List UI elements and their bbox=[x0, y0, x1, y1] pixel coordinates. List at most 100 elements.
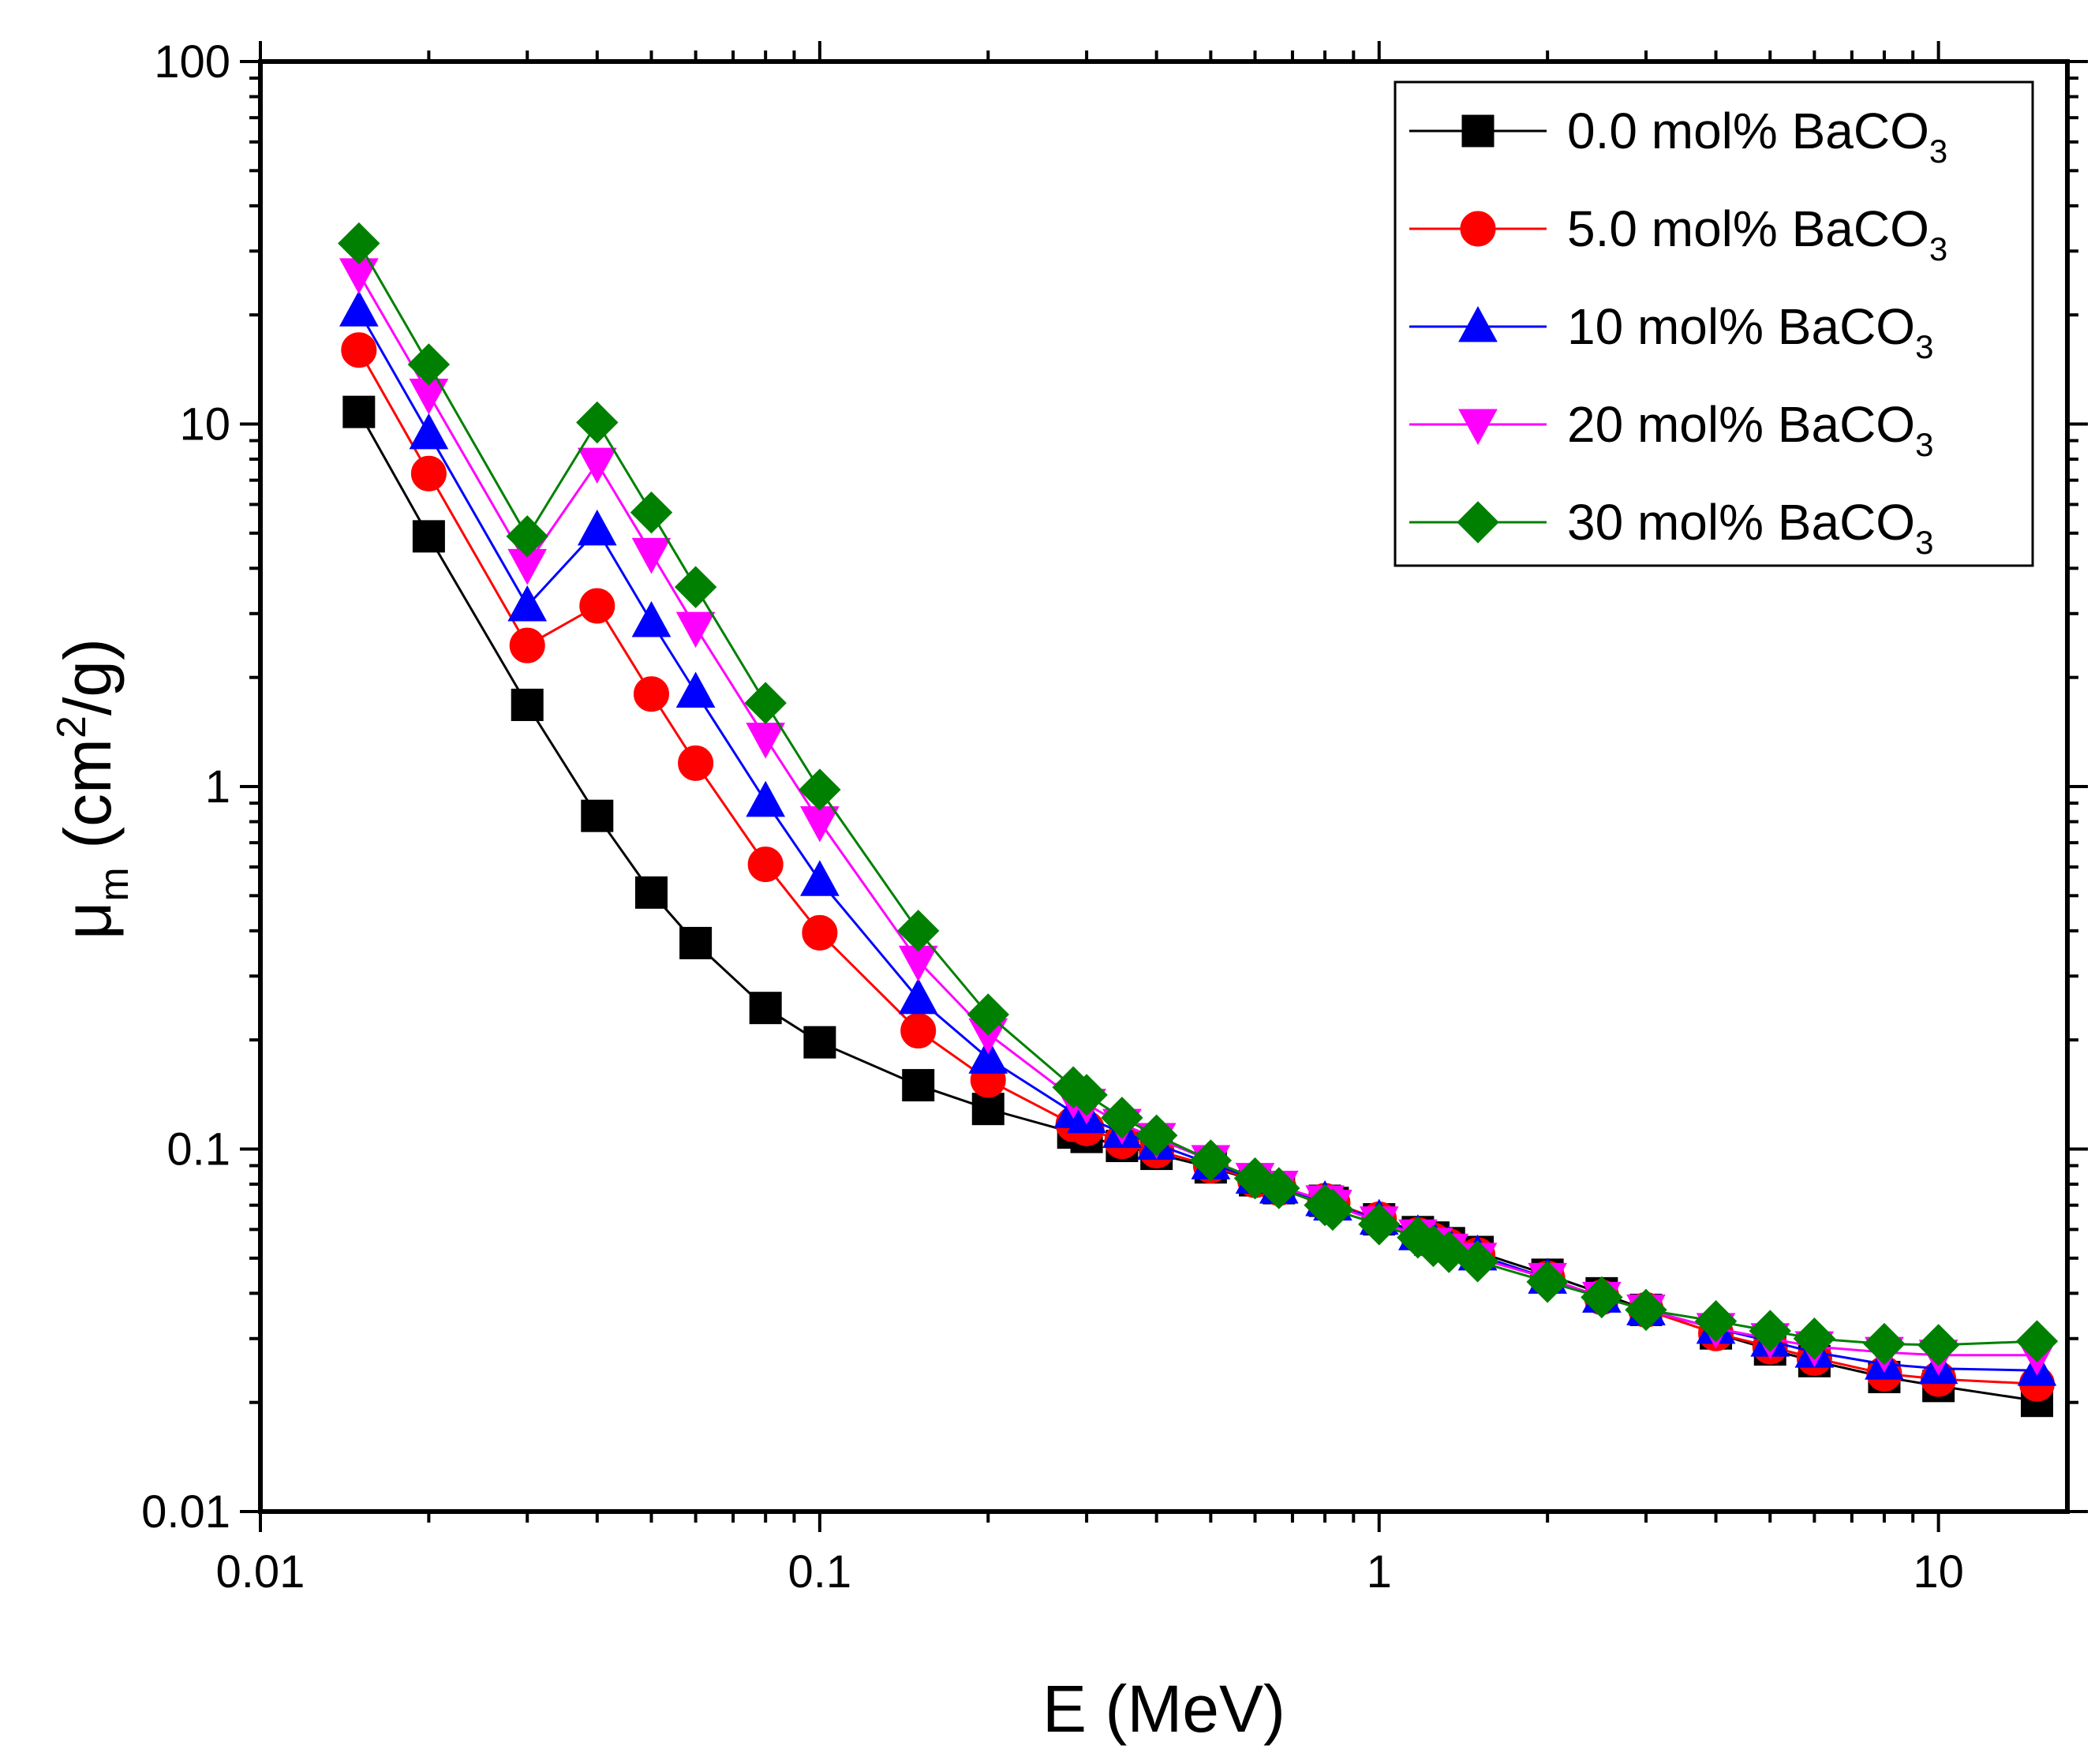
data-point bbox=[341, 332, 377, 368]
data-point bbox=[1311, 1188, 1354, 1231]
y-tick-label: 0.01 bbox=[141, 1486, 230, 1538]
y-tick-label: 0.1 bbox=[166, 1124, 230, 1175]
data-point bbox=[897, 910, 940, 952]
legend-marker bbox=[1458, 409, 1498, 446]
legend-label: 5.0 mol% BaCO3 bbox=[1567, 200, 1947, 267]
data-point bbox=[631, 537, 672, 574]
data-point bbox=[1101, 1097, 1143, 1139]
series-4 bbox=[338, 222, 2059, 1366]
data-point bbox=[579, 588, 615, 624]
data-point bbox=[1694, 1300, 1738, 1343]
legend-entry: 0.0 mol% BaCO3 bbox=[1409, 103, 1947, 170]
legend-label-subscript: 3 bbox=[1929, 230, 1947, 267]
data-point bbox=[1456, 1240, 1499, 1283]
legend-label-text: 30 mol% BaCO bbox=[1567, 494, 1915, 551]
data-point bbox=[799, 768, 841, 811]
data-point bbox=[342, 395, 376, 428]
data-point bbox=[1625, 1288, 1667, 1332]
data-point bbox=[1135, 1114, 1178, 1157]
data-point bbox=[1358, 1203, 1401, 1246]
y-axis-title: μm (cm2/g) bbox=[49, 638, 137, 940]
data-point bbox=[674, 566, 717, 608]
y-axis-title-subscript: m bbox=[92, 867, 137, 901]
data-point bbox=[967, 993, 1009, 1036]
legend-entry: 30 mol% BaCO3 bbox=[1409, 494, 1933, 561]
x-tick-label: 0.1 bbox=[788, 1546, 852, 1598]
data-point bbox=[744, 682, 787, 724]
data-point bbox=[1065, 1074, 1108, 1116]
data-point bbox=[1189, 1139, 1233, 1182]
data-point bbox=[971, 1093, 1004, 1126]
y-axis-title-unit-superscript: 2 bbox=[49, 716, 95, 738]
data-point bbox=[679, 926, 713, 959]
data-point bbox=[1526, 1261, 1569, 1303]
data-point bbox=[338, 222, 380, 265]
legend-label-text: 0.0 mol% BaCO bbox=[1567, 103, 1929, 159]
x-tick-label: 10 bbox=[1913, 1546, 1964, 1598]
data-point bbox=[581, 799, 614, 832]
y-axis-title-unit-close: /g) bbox=[51, 638, 125, 716]
data-point bbox=[409, 413, 449, 450]
series-layer bbox=[338, 222, 2059, 1418]
y-tick-label: 10 bbox=[179, 399, 230, 450]
x-tick-label: 0.01 bbox=[216, 1546, 305, 1598]
data-point bbox=[509, 627, 545, 663]
data-point bbox=[339, 290, 379, 327]
legend-entry: 5.0 mol% BaCO3 bbox=[1409, 200, 1947, 267]
legend-label-subscript: 3 bbox=[1915, 524, 1933, 561]
legend-box bbox=[1394, 80, 2034, 567]
data-point bbox=[900, 1013, 937, 1049]
data-point bbox=[506, 515, 548, 558]
data-point bbox=[1793, 1317, 1836, 1360]
data-point bbox=[678, 745, 714, 781]
x-axis-title: E (MeV) bbox=[1042, 1672, 1285, 1746]
legend-label: 10 mol% BaCO3 bbox=[1567, 298, 1933, 365]
data-point bbox=[802, 914, 838, 951]
data-point bbox=[511, 688, 544, 721]
legend-label-subscript: 3 bbox=[1915, 426, 1933, 463]
data-point bbox=[1258, 1167, 1300, 1209]
data-point bbox=[747, 846, 784, 883]
x-tick-label: 1 bbox=[1367, 1546, 1392, 1598]
data-point bbox=[633, 676, 669, 712]
legend-marker bbox=[1460, 211, 1496, 247]
data-point bbox=[412, 520, 445, 553]
data-point bbox=[407, 343, 451, 386]
plot-frame bbox=[258, 59, 2070, 1514]
data-point bbox=[968, 1037, 1008, 1074]
legend-label-text: 5.0 mol% BaCO bbox=[1567, 200, 1929, 257]
legend-entry: 10 mol% BaCO3 bbox=[1409, 298, 1933, 365]
data-point bbox=[675, 671, 716, 708]
data-point bbox=[630, 491, 673, 534]
data-point bbox=[803, 1026, 836, 1059]
data-point bbox=[507, 585, 548, 622]
y-tick-label: 1 bbox=[205, 761, 230, 813]
data-point bbox=[675, 611, 716, 648]
data-point bbox=[902, 1069, 935, 1102]
legend-label-text: 10 mol% BaCO bbox=[1567, 298, 1915, 355]
data-point bbox=[1917, 1324, 1960, 1366]
data-point bbox=[577, 509, 617, 546]
data-point bbox=[2015, 1320, 2059, 1362]
data-point bbox=[1749, 1310, 1791, 1352]
legend-marker bbox=[1458, 305, 1498, 342]
data-point bbox=[898, 977, 938, 1015]
legend-label: 20 mol% BaCO3 bbox=[1567, 396, 1933, 463]
data-point bbox=[800, 860, 840, 896]
legend-marker bbox=[1461, 114, 1495, 148]
tick-labels: 0.01 0.1 1 10 0.01 0.1 1 10 100 bbox=[141, 36, 1964, 1598]
data-point bbox=[631, 600, 672, 637]
y-axis-title-symbol: μ bbox=[51, 902, 125, 940]
legend-label: 30 mol% BaCO3 bbox=[1567, 494, 1933, 561]
data-point bbox=[576, 401, 619, 444]
legend-label-text: 20 mol% BaCO bbox=[1567, 396, 1915, 453]
data-point bbox=[1581, 1276, 1623, 1319]
data-point bbox=[746, 780, 786, 817]
data-point bbox=[577, 447, 617, 484]
legend-label-subscript: 3 bbox=[1915, 328, 1933, 365]
data-point bbox=[410, 455, 447, 491]
legend-label-subscript: 3 bbox=[1929, 133, 1947, 170]
legend-entry: 20 mol% BaCO3 bbox=[1409, 396, 1933, 463]
